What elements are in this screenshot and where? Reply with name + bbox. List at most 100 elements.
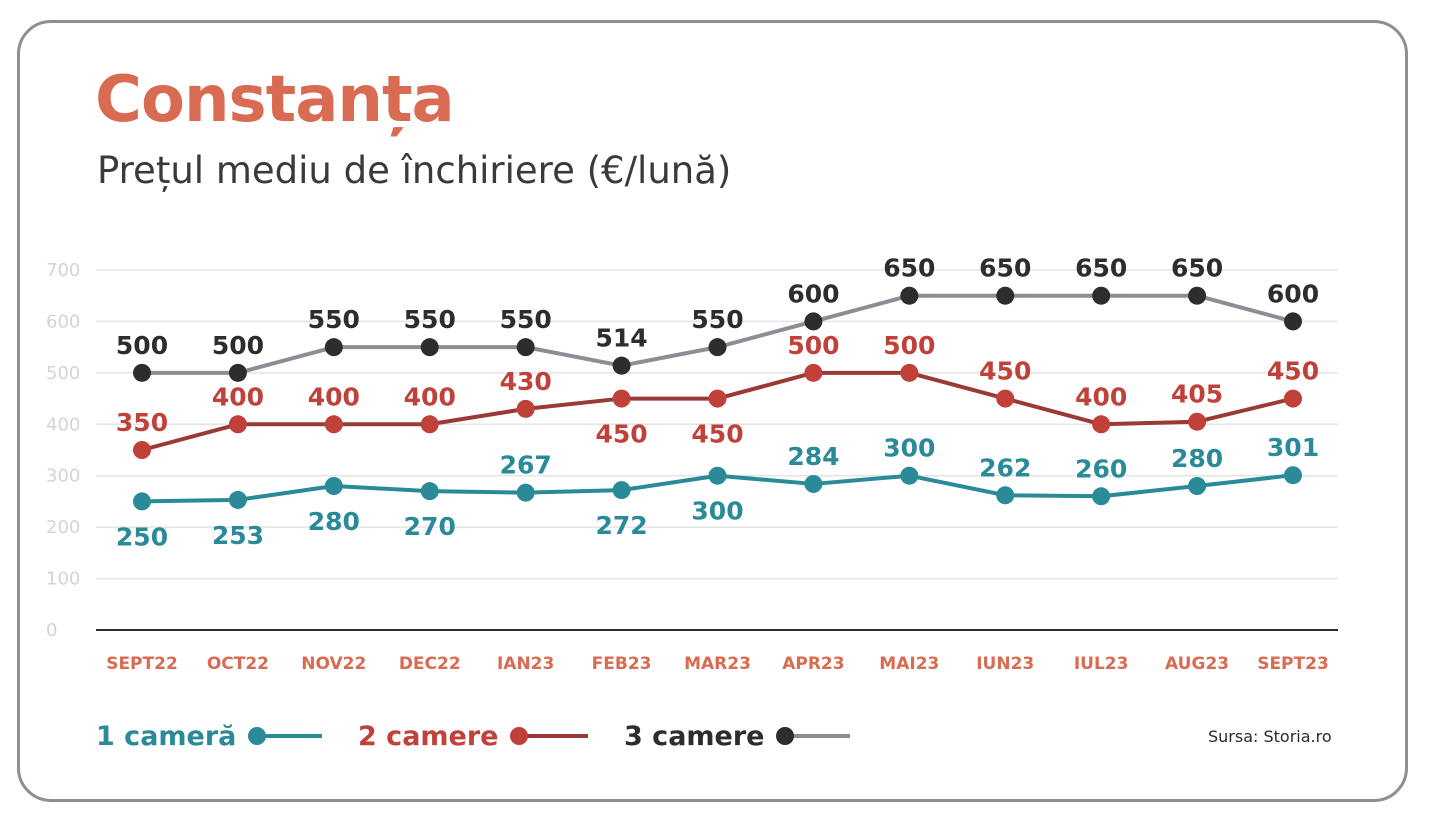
data-point xyxy=(324,477,343,495)
y-tick-label: 600 xyxy=(46,311,80,332)
x-tick-label: APR23 xyxy=(782,654,844,674)
data-point xyxy=(996,286,1015,305)
data-label: 280 xyxy=(1171,444,1223,473)
data-point xyxy=(324,415,343,434)
data-point xyxy=(1188,477,1207,495)
data-label: 350 xyxy=(116,408,168,437)
legend-item-3-camere: 3 camere xyxy=(624,718,858,754)
data-point xyxy=(133,363,151,382)
data-label: 300 xyxy=(691,497,743,526)
data-label: 267 xyxy=(500,451,552,480)
data-label: 301 xyxy=(1267,433,1319,462)
data-label: 650 xyxy=(979,254,1031,283)
legend-swatch-2-camere xyxy=(510,724,596,748)
data-label: 450 xyxy=(1267,357,1319,386)
legend-label-3-camere: 3 camere xyxy=(624,720,765,752)
data-point xyxy=(1284,389,1302,408)
data-label: 400 xyxy=(212,382,264,411)
data-point xyxy=(1284,312,1302,331)
data-label: 262 xyxy=(979,453,1031,482)
x-tick-label: IUL23 xyxy=(1074,654,1129,674)
data-point xyxy=(900,466,919,485)
data-point xyxy=(708,389,727,408)
data-point xyxy=(1092,286,1111,305)
data-label: 400 xyxy=(404,382,456,411)
data-label: 450 xyxy=(595,420,647,449)
legend-swatch-1-camera xyxy=(248,724,330,748)
x-tick-label: IAN23 xyxy=(497,654,554,674)
data-label: 284 xyxy=(787,442,839,471)
x-tick-label: SEPT22 xyxy=(106,654,178,674)
data-point xyxy=(420,482,439,501)
data-label: 430 xyxy=(500,367,552,396)
legend-item-1-camera: 1 cameră xyxy=(96,718,330,754)
source-note: Sursa: Storia.ro xyxy=(1208,727,1332,746)
chart-subtitle: Prețul mediu de închiriere (€/lună) xyxy=(97,149,732,192)
data-point xyxy=(516,338,535,357)
x-tick-label: OCT22 xyxy=(207,654,269,674)
x-tick-label: SEPT23 xyxy=(1257,654,1329,674)
data-point xyxy=(133,492,151,511)
data-label: 280 xyxy=(308,507,360,536)
data-label: 550 xyxy=(308,305,360,334)
chart-title: Constanța xyxy=(95,63,455,137)
data-label: 500 xyxy=(116,331,168,360)
data-point xyxy=(324,338,343,357)
data-label: 405 xyxy=(1171,380,1223,409)
y-tick-label: 700 xyxy=(46,260,80,281)
data-point xyxy=(1284,466,1302,485)
data-point xyxy=(516,399,535,418)
y-tick-label: 100 xyxy=(46,569,80,590)
x-tick-label: DEC22 xyxy=(399,654,461,674)
data-label: 600 xyxy=(787,279,839,308)
x-tick-label: IUN23 xyxy=(976,654,1034,674)
legend-item-2-camere: 2 camere xyxy=(358,718,596,754)
data-label: 260 xyxy=(1075,454,1127,483)
data-label: 250 xyxy=(116,522,168,551)
data-label: 253 xyxy=(212,521,264,550)
legend-swatch-3-camere xyxy=(776,724,858,748)
data-point xyxy=(1188,286,1207,305)
data-point xyxy=(228,363,247,382)
data-point xyxy=(516,483,535,502)
data-point xyxy=(1092,415,1111,434)
data-point xyxy=(900,363,919,382)
y-tick-label: 0 xyxy=(46,620,57,641)
data-point xyxy=(1092,487,1111,506)
data-label: 550 xyxy=(500,305,552,334)
data-label: 400 xyxy=(1075,382,1127,411)
data-label: 500 xyxy=(212,331,264,360)
data-label: 450 xyxy=(691,420,743,449)
data-label: 300 xyxy=(883,434,935,463)
y-tick-label: 400 xyxy=(46,414,80,435)
data-point xyxy=(804,474,823,493)
data-label: 272 xyxy=(595,511,647,540)
data-point xyxy=(900,286,919,305)
data-point xyxy=(996,389,1015,408)
data-label: 650 xyxy=(1171,254,1223,283)
x-tick-label: MAI23 xyxy=(879,654,939,674)
data-point xyxy=(420,338,439,357)
chart-card xyxy=(17,20,1408,802)
data-point xyxy=(804,312,823,331)
data-point xyxy=(612,389,631,408)
data-label: 400 xyxy=(308,382,360,411)
data-point xyxy=(420,415,439,434)
data-point xyxy=(708,466,727,485)
y-tick-label: 500 xyxy=(46,363,80,384)
data-label: 600 xyxy=(1267,279,1319,308)
legend-label-1-camera: 1 cameră xyxy=(96,720,237,752)
x-tick-label: FEB23 xyxy=(592,654,652,674)
data-point xyxy=(1188,412,1207,431)
data-label: 550 xyxy=(404,305,456,334)
data-label: 450 xyxy=(979,357,1031,386)
x-tick-label: AUG23 xyxy=(1165,654,1229,674)
data-point xyxy=(612,481,631,500)
y-tick-label: 200 xyxy=(46,517,80,538)
data-point xyxy=(228,490,247,509)
data-label: 500 xyxy=(883,331,935,360)
data-point xyxy=(996,486,1015,505)
x-tick-label: MAR23 xyxy=(684,654,751,674)
data-point xyxy=(708,338,727,357)
